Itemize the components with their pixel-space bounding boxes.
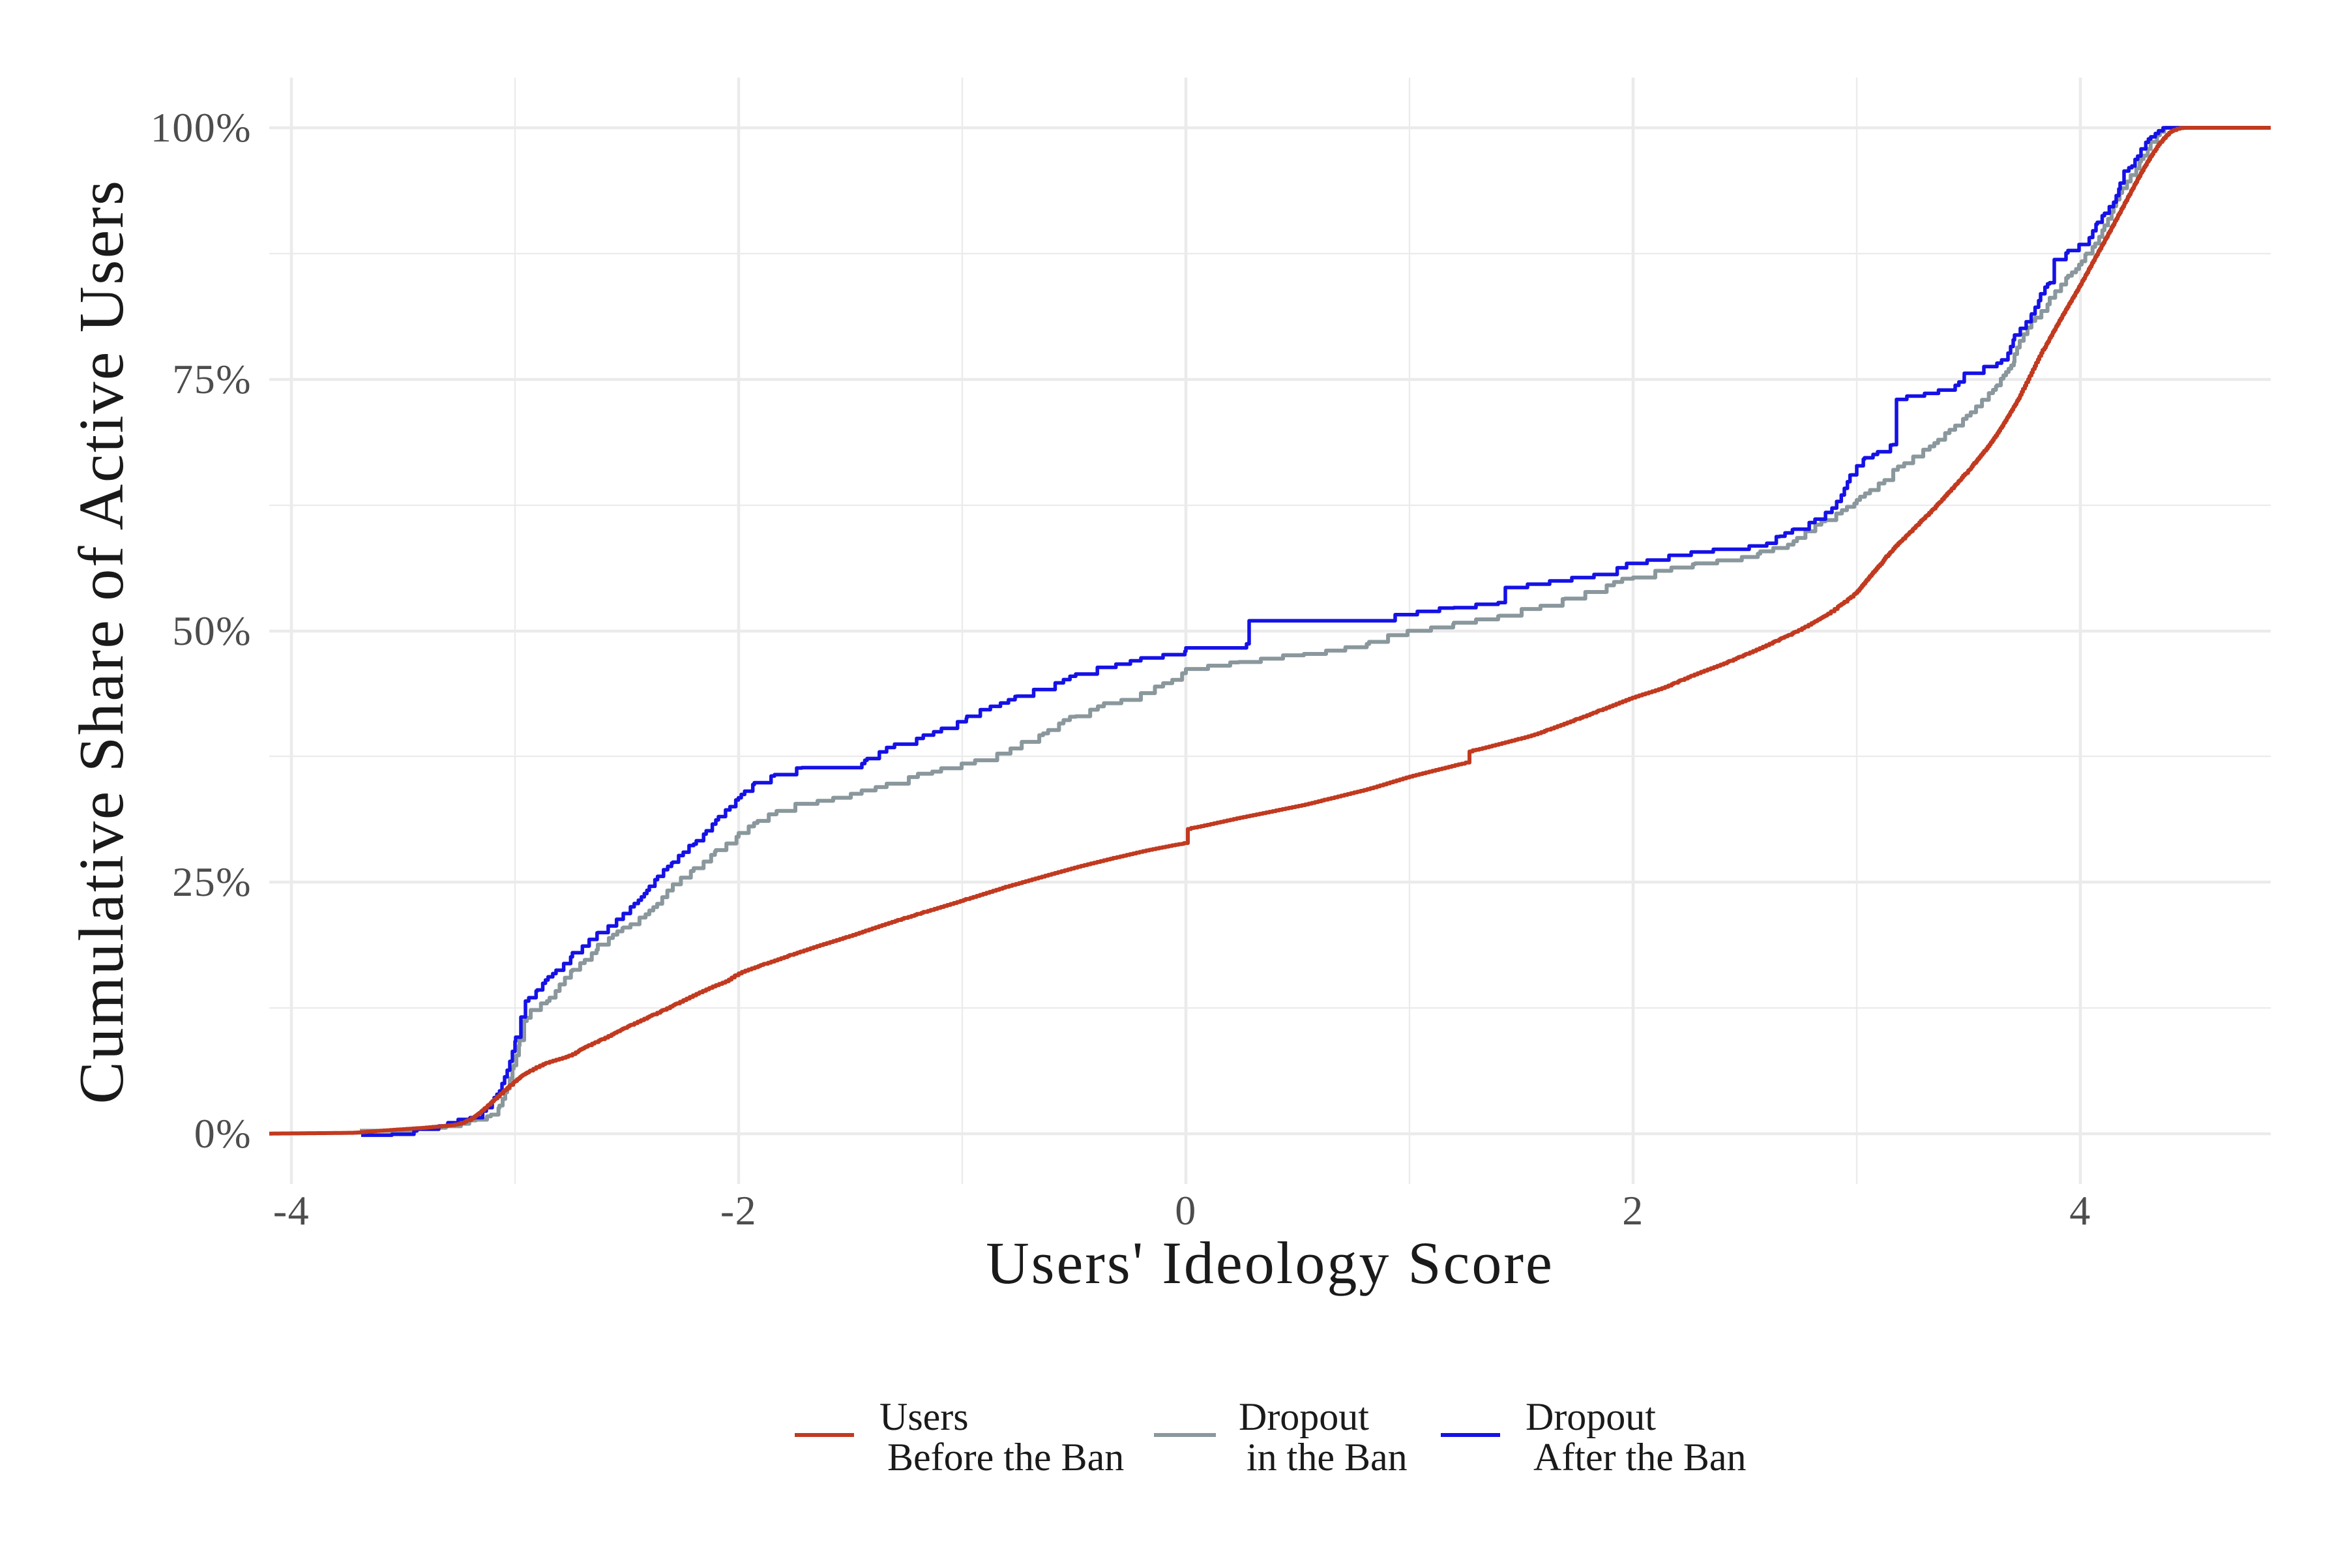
svg-text:Users' Ideology Score: Users' Ideology Score — [986, 1230, 1554, 1296]
svg-text:After the Ban: After the Ban — [1533, 1436, 1747, 1479]
svg-text:Dropout: Dropout — [1526, 1395, 1656, 1438]
svg-text:in the Ban: in the Ban — [1247, 1436, 1408, 1479]
svg-text:25%: 25% — [172, 859, 252, 905]
svg-text:0%: 0% — [194, 1110, 252, 1157]
svg-text:Users: Users — [879, 1395, 969, 1438]
svg-text:50%: 50% — [172, 608, 252, 654]
svg-text:4: 4 — [2069, 1187, 2091, 1234]
svg-text:2: 2 — [1622, 1187, 1644, 1234]
svg-text:Dropout: Dropout — [1239, 1395, 1369, 1438]
svg-text:Before the Ban: Before the Ban — [887, 1436, 1124, 1479]
svg-text:75%: 75% — [172, 356, 252, 402]
svg-text:100%: 100% — [151, 104, 252, 151]
svg-text:Cumulative Share of Active Use: Cumulative Share of Active Users — [66, 179, 137, 1104]
svg-text:-2: -2 — [720, 1187, 757, 1234]
svg-text:0: 0 — [1175, 1187, 1197, 1234]
svg-text:-4: -4 — [273, 1187, 310, 1234]
